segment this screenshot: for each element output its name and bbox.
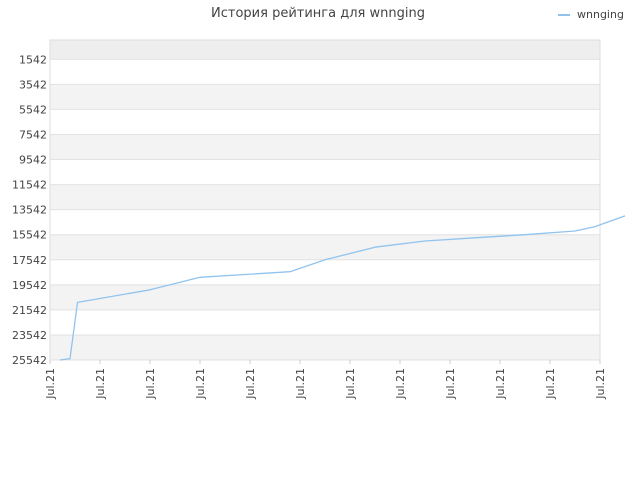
y-tick-label: 11542 <box>12 179 47 192</box>
y-axis: 1542 3542 5542 7542 9542 11542 13542 15542 17542… <box>12 53 600 367</box>
y-tick-label: 1542 <box>19 53 47 66</box>
plot-band <box>50 284 600 310</box>
plot-band <box>50 234 600 260</box>
plot-background-bands <box>50 40 600 360</box>
plot-band <box>50 209 600 235</box>
y-tick-label: 19542 <box>12 279 47 292</box>
y-tick-label: 15542 <box>12 229 47 242</box>
x-tick-label: Jul.21 <box>194 368 207 400</box>
plot-band <box>50 84 600 110</box>
y-tick-label: 3542 <box>19 78 47 91</box>
plot-band <box>50 59 600 85</box>
x-tick-label: Jul.21 <box>444 368 457 400</box>
x-axis: Jul.21 Jul.21 Jul.21 Jul.21 Jul.21 Jul.21 Jul.… <box>44 360 607 400</box>
plot-band <box>50 309 600 335</box>
series-layer <box>59 215 626 361</box>
legend: wnnging <box>558 8 624 21</box>
plot-band <box>50 134 600 160</box>
x-tick-label: Jul.21 <box>394 368 407 400</box>
x-tick-label: Jul.21 <box>294 368 307 400</box>
x-tick-label: Jul.21 <box>94 368 107 400</box>
y-tick-label: 5542 <box>19 103 47 116</box>
plot-band <box>50 109 600 135</box>
y-tick-label: 7542 <box>19 128 47 141</box>
y-tick-label: 23542 <box>12 329 47 342</box>
y-tick-label: 21542 <box>12 304 47 317</box>
legend-label-wnnging: wnnging <box>577 8 624 21</box>
x-tick-label: Jul.21 <box>344 368 357 400</box>
x-tick-label: Jul.21 <box>494 368 507 400</box>
plot-band <box>50 184 600 210</box>
y-tick-label: 17542 <box>12 254 47 267</box>
x-tick-label: Jul.21 <box>244 368 257 400</box>
plot-band <box>50 259 600 285</box>
x-tick-label: Jul.21 <box>44 368 57 400</box>
y-tick-label: 9542 <box>19 154 47 167</box>
y-tick-label: 25542 <box>12 354 47 367</box>
x-tick-label: Jul.21 <box>594 368 607 400</box>
y-tick-label: 13542 <box>12 204 47 217</box>
series-line-wnnging <box>59 215 626 361</box>
plot-band <box>50 159 600 185</box>
plot-band <box>50 40 600 60</box>
x-tick-label: Jul.21 <box>544 368 557 400</box>
chart-title: История рейтинга для wnnging <box>211 6 425 21</box>
x-tick-label: Jul.21 <box>144 368 157 400</box>
plot-band <box>50 334 600 360</box>
